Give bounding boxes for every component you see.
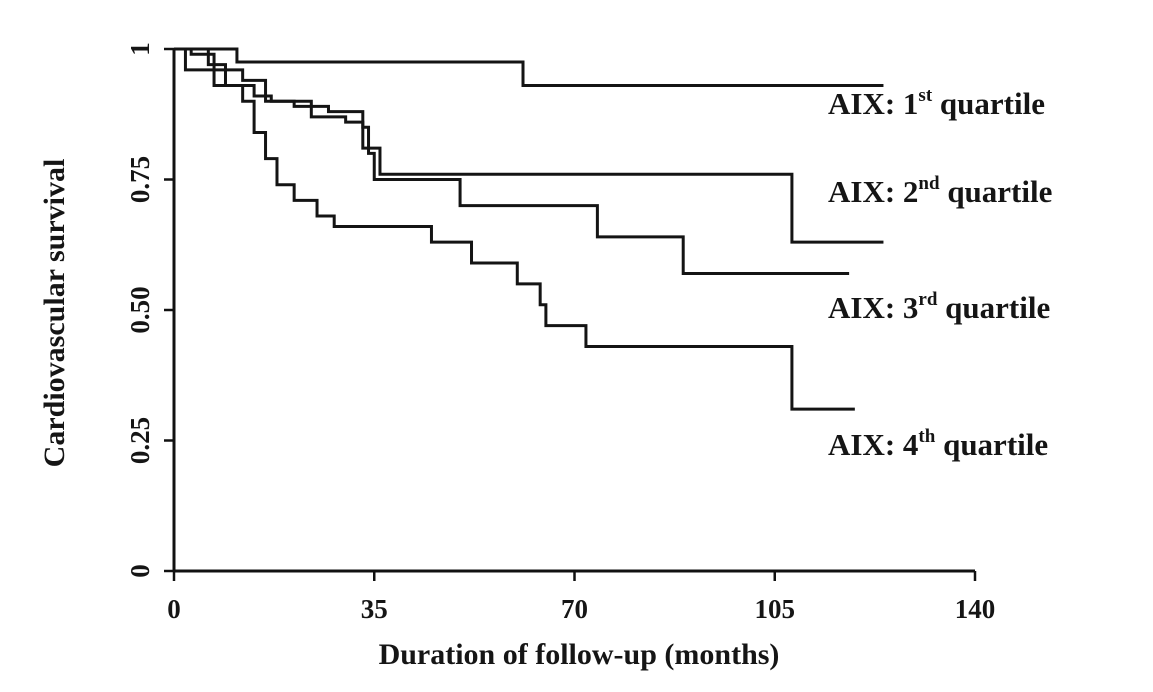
x-tick-label: 105	[755, 594, 796, 624]
series-label-1: AIX: 1st quartile	[828, 85, 1045, 121]
y-tick-label: 0.75	[125, 156, 155, 203]
series-label-3: AIX: 3rd quartile	[828, 289, 1050, 325]
x-tick-label: 70	[561, 594, 588, 624]
series-label-4: AIX: 4th quartile	[828, 426, 1048, 462]
ticks: 0 35 70 105 140 0 0.25 0.50 0.75 1	[125, 42, 995, 624]
y-tick-label: 0.25	[125, 417, 155, 464]
x-tick-label: 140	[955, 594, 996, 624]
survival-curve-4	[174, 47, 855, 411]
x-tick-label: 0	[167, 594, 181, 624]
series-labels: AIX: 1st quartile AIX: 2nd quartile AIX: 3…	[828, 85, 1052, 462]
survival-curve-1	[174, 47, 884, 88]
x-tick-label: 35	[361, 594, 388, 624]
y-tick-label: 0.50	[125, 286, 155, 333]
y-tick-label: 1	[125, 42, 155, 56]
survival-curve-2	[174, 47, 884, 244]
x-axis-title: Duration of follow-up (months)	[379, 638, 780, 671]
labels: Duration of follow-up (months) Cardiovas…	[38, 159, 779, 671]
y-axis-title: Cardiovascular survival	[38, 159, 71, 468]
survival-curve-3	[174, 47, 850, 275]
y-tick-label: 0	[125, 564, 155, 578]
survival-curves	[174, 47, 884, 411]
series-label-2: AIX: 2nd quartile	[828, 173, 1052, 209]
